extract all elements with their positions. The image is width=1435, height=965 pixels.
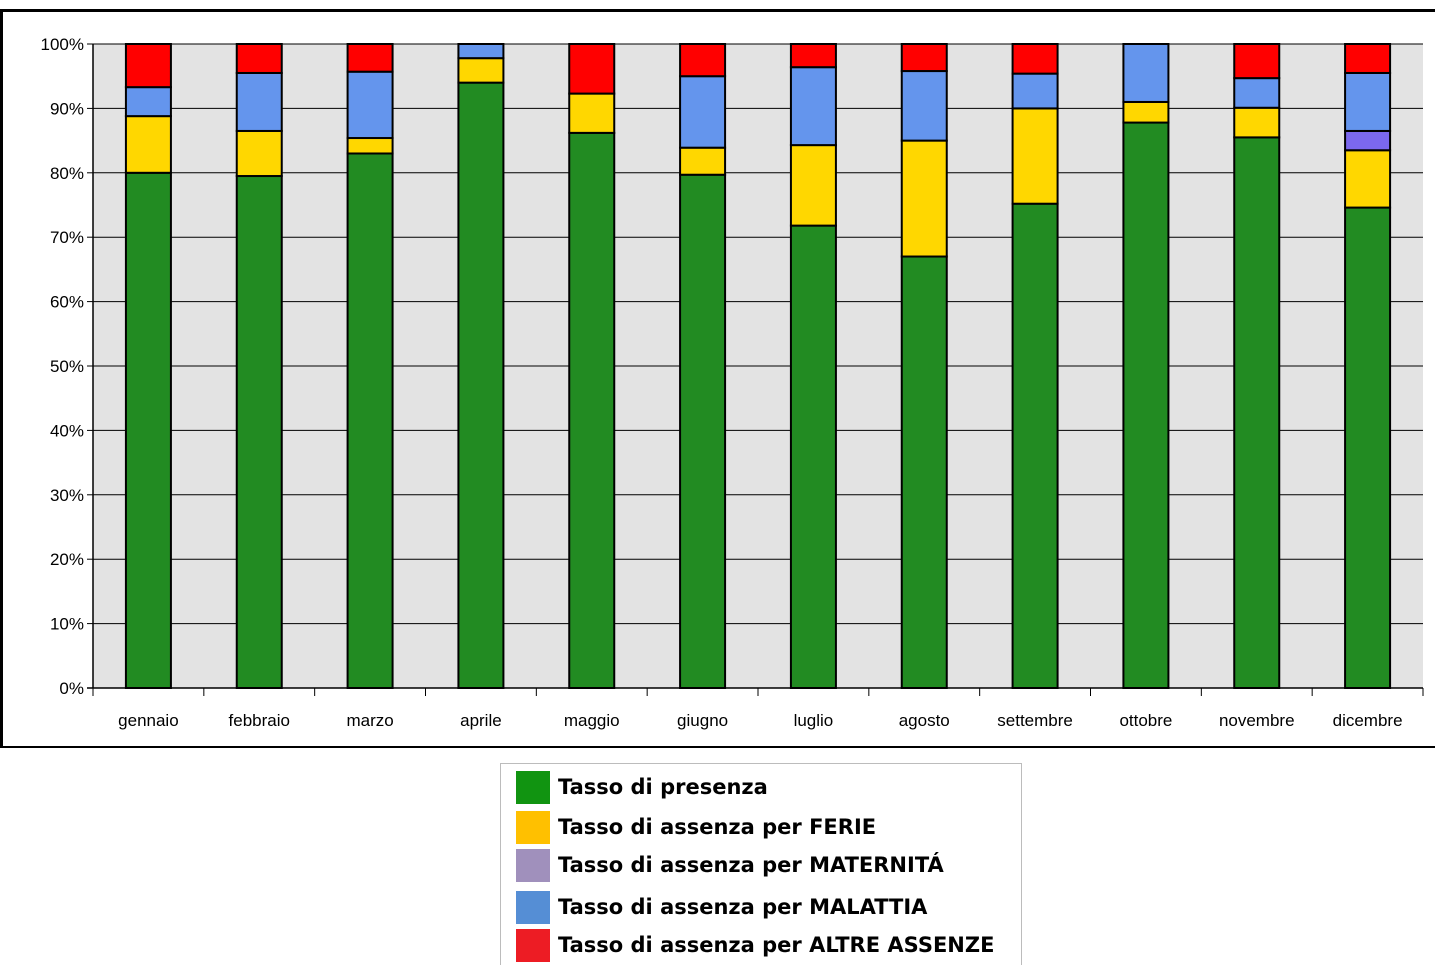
y-tick-label: 50%: [50, 357, 84, 376]
y-tick-label: 0%: [59, 679, 84, 698]
bar-segment: [789, 66, 837, 147]
bar-segment: [1233, 43, 1281, 80]
bar-segment: [124, 86, 172, 118]
bar-segment: [679, 173, 727, 689]
y-tick-label: 90%: [50, 99, 84, 118]
bar-segment: [346, 43, 394, 73]
bar-segment: [1122, 121, 1170, 690]
x-tick-label: ottobre: [1119, 711, 1172, 730]
x-tick-label: novembre: [1219, 711, 1295, 730]
legend-label: Tasso di assenza per FERIE: [558, 815, 877, 839]
bar-segment: [1344, 71, 1392, 132]
y-tick-label: 10%: [50, 615, 84, 634]
bar-segment: [1122, 100, 1170, 124]
bar-segment: [789, 224, 837, 689]
bar-segment: [1122, 43, 1170, 103]
bar-segment: [1233, 77, 1281, 109]
bar-segment: [124, 115, 172, 174]
legend-swatch: [516, 928, 550, 962]
legend-item-altre-assenze: Tasso di assenza per ALTRE ASSENZE: [516, 928, 994, 962]
x-tick-label: marzo: [346, 711, 393, 730]
bar-segment: [679, 43, 727, 78]
bar-segment: [346, 152, 394, 690]
bar-segment: [1344, 206, 1392, 690]
bar-segment: [124, 171, 172, 690]
bar-segment: [568, 43, 616, 95]
legend-label: Tasso di assenza per MALATTIA: [558, 895, 928, 919]
bar-segment: [1011, 202, 1059, 689]
y-tick-label: 40%: [50, 421, 84, 440]
bar-segment: [1344, 149, 1392, 209]
bar-segment: [457, 57, 505, 84]
bar-segment: [900, 70, 948, 142]
bar-segment: [457, 81, 505, 689]
bar-segment: [568, 131, 616, 689]
legend-item-maternita: Tasso di assenza per MATERNITÁ: [516, 848, 944, 882]
x-tick-label: dicembre: [1333, 711, 1403, 730]
legend-swatch: [516, 770, 550, 804]
bar-segment: [235, 71, 283, 132]
x-tick-label: agosto: [899, 711, 950, 730]
x-tick-label: febbraio: [229, 711, 290, 730]
bar-segment: [1344, 129, 1392, 152]
bar-segment: [789, 43, 837, 69]
bar-segment: [900, 43, 948, 73]
x-tick-label: gennaio: [118, 711, 179, 730]
bar-segment: [900, 255, 948, 689]
bar-segment: [1011, 107, 1059, 205]
bar-segment: [235, 175, 283, 690]
x-tick-label: giugno: [677, 711, 728, 730]
legend: Tasso di presenza Tasso di assenza per F…: [500, 763, 1022, 965]
bar-segment: [235, 129, 283, 178]
bar-segment: [1011, 43, 1059, 75]
y-tick-label: 20%: [50, 550, 84, 569]
bar-segment: [1233, 106, 1281, 139]
stacked-bar-chart: 0% 10% 20% 30% 40% 50% 60% 70% 80% 90% 100% gennaio…: [0, 9, 1435, 748]
y-tick-label: 70%: [50, 228, 84, 247]
bar-segment: [568, 92, 616, 134]
bar-segment: [1233, 136, 1281, 689]
legend-swatch: [516, 810, 550, 844]
bar-segment: [346, 70, 394, 140]
bar-segment: [1011, 72, 1059, 110]
x-tick-label: maggio: [564, 711, 620, 730]
legend-swatch: [516, 848, 550, 882]
y-tick-label: 100%: [41, 35, 84, 54]
bar-segment: [679, 146, 727, 176]
bar-segment: [1344, 43, 1392, 74]
legend-item-ferie: Tasso di assenza per FERIE: [516, 810, 876, 844]
legend-swatch: [516, 890, 550, 924]
x-tick-label: aprile: [460, 711, 502, 730]
legend-label: Tasso di assenza per ALTRE ASSENZE: [558, 933, 995, 957]
y-tick-label: 60%: [50, 293, 84, 312]
bar-segment: [124, 43, 172, 89]
y-tick-label: 30%: [50, 486, 84, 505]
bar-segment: [789, 144, 837, 227]
chart-frame: 0% 10% 20% 30% 40% 50% 60% 70% 80% 90% 100% gennaio…: [0, 9, 1435, 748]
y-tick-label: 80%: [50, 164, 84, 183]
x-tick-label: luglio: [794, 711, 834, 730]
bar-segment: [457, 43, 505, 60]
legend-label: Tasso di assenza per MATERNITÁ: [558, 853, 944, 877]
bar-segment: [235, 43, 283, 74]
bar-segment: [679, 75, 727, 149]
legend-item-malattia: Tasso di assenza per MALATTIA: [516, 890, 927, 924]
bar-segment: [900, 139, 948, 258]
legend-label: Tasso di presenza: [558, 775, 768, 799]
legend-item-presenza: Tasso di presenza: [516, 770, 768, 804]
bar-segment: [346, 137, 394, 155]
x-tick-label: settembre: [997, 711, 1073, 730]
